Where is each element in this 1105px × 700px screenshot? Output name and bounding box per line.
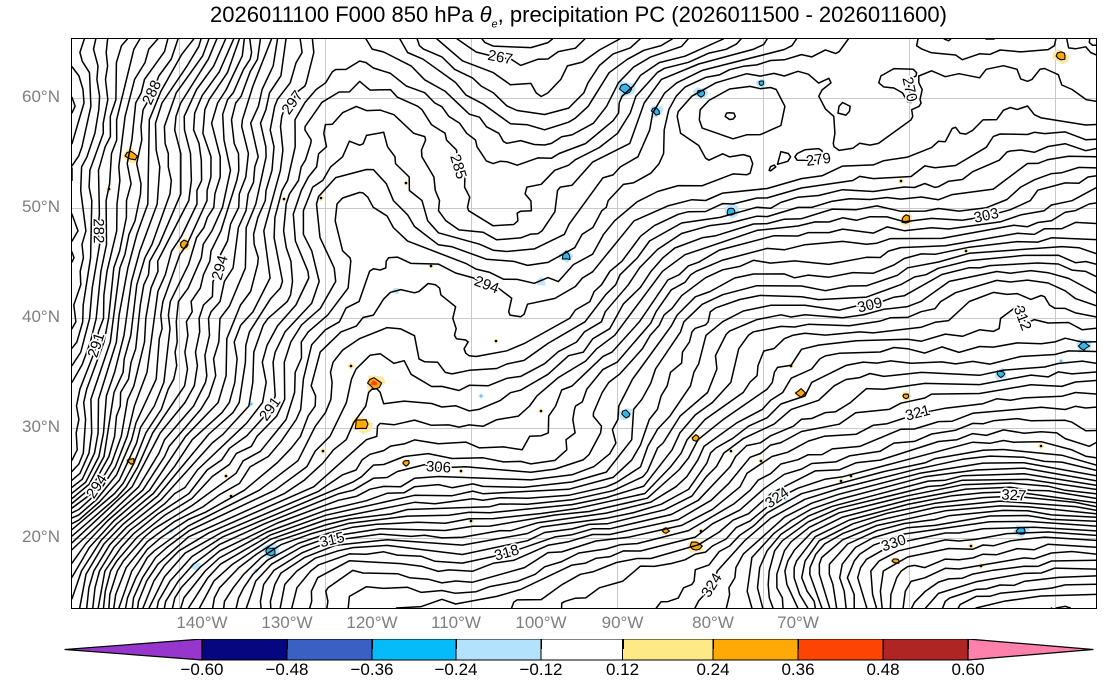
svg-text:309: 309 bbox=[856, 294, 884, 316]
svg-text:294: 294 bbox=[209, 253, 232, 282]
svg-text:288: 288 bbox=[139, 78, 165, 108]
svg-text:291: 291 bbox=[85, 331, 109, 360]
svg-text:324: 324 bbox=[698, 570, 726, 600]
svg-text:327: 327 bbox=[1001, 486, 1027, 504]
svg-text:306: 306 bbox=[425, 458, 451, 476]
svg-text:318: 318 bbox=[492, 541, 521, 564]
svg-text:291: 291 bbox=[256, 394, 284, 424]
svg-text:294: 294 bbox=[83, 471, 111, 501]
svg-text:324: 324 bbox=[762, 484, 792, 512]
svg-text:285: 285 bbox=[446, 152, 470, 181]
svg-text:270: 270 bbox=[898, 75, 920, 103]
svg-text:282: 282 bbox=[90, 218, 107, 243]
svg-text:267: 267 bbox=[486, 47, 514, 69]
svg-text:321: 321 bbox=[903, 402, 932, 425]
svg-text:294: 294 bbox=[472, 273, 501, 298]
svg-text:297: 297 bbox=[278, 88, 306, 118]
svg-text:312: 312 bbox=[1010, 304, 1035, 333]
svg-text:315: 315 bbox=[318, 529, 346, 551]
svg-text:303: 303 bbox=[972, 205, 1000, 227]
svg-text:279: 279 bbox=[805, 150, 832, 170]
svg-text:330: 330 bbox=[879, 531, 908, 555]
